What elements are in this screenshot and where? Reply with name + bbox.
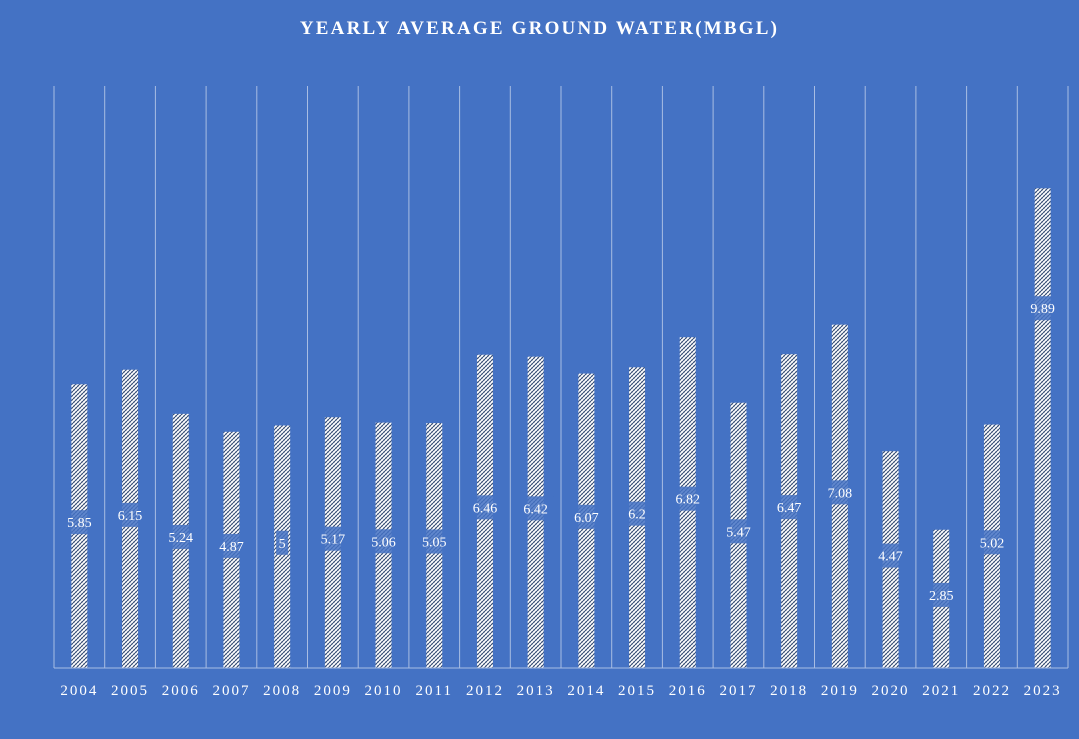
x-tick-label-2012: 2012 (466, 683, 504, 699)
data-label-2022: 5.02 (980, 536, 1005, 551)
data-label-2014: 6.07 (574, 511, 599, 526)
bar-2023 (1034, 188, 1051, 668)
data-label-box (112, 502, 149, 527)
data-label-2023: 9.89 (1030, 302, 1055, 317)
x-tick-label-2010: 2010 (365, 683, 403, 699)
data-label-2013: 6.42 (523, 502, 548, 517)
data-label-2006: 5.24 (169, 531, 194, 546)
data-label-box (720, 519, 757, 544)
x-tick-label-2006: 2006 (162, 683, 200, 699)
x-tick-label-2015: 2015 (618, 683, 656, 699)
x-tick-label-2023: 2023 (1024, 683, 1062, 699)
data-label-box (213, 533, 250, 558)
x-tick-label-2005: 2005 (111, 683, 149, 699)
x-tick-label-2022: 2022 (973, 683, 1011, 699)
x-tick-label-2011: 2011 (416, 683, 453, 699)
x-tick-label-2019: 2019 (821, 683, 859, 699)
x-tick-label-2014: 2014 (567, 683, 605, 699)
data-label-2016: 6.82 (676, 493, 701, 508)
data-label-box (314, 526, 351, 551)
x-tick-label-2008: 2008 (263, 683, 301, 699)
axis-layer: 2004 2005 2006 2007 2008 2009 2010 2011 2012 2013… (54, 667, 1068, 699)
data-label-box (162, 524, 199, 549)
data-label-2005: 6.15 (118, 509, 143, 524)
data-label-box (276, 530, 289, 555)
x-tick-label-2017: 2017 (719, 683, 757, 699)
data-label-2018: 6.47 (777, 501, 802, 516)
data-label-2004: 5.85 (67, 516, 92, 531)
data-label-2020: 4.47 (878, 550, 903, 565)
x-tick-label-2016: 2016 (669, 683, 707, 699)
x-tick-label-2020: 2020 (872, 683, 910, 699)
data-label-box (973, 530, 1010, 555)
data-label-2008: 5 (279, 537, 286, 552)
data-label-box (771, 495, 808, 520)
data-label-box (61, 510, 98, 535)
data-label-2011: 5.05 (422, 536, 447, 551)
data-label-box (568, 504, 605, 529)
data-label-box (623, 501, 652, 526)
data-label-box (923, 582, 960, 607)
data-label-layer: 5.85 6.15 5.24 4.87 5 5.17 5.06 5.05 6.46 6.42 6.0… (61, 296, 1061, 607)
x-tick-label-2009: 2009 (314, 683, 352, 699)
data-label-2015: 6.2 (628, 508, 646, 523)
data-label-2017: 5.47 (726, 525, 751, 540)
data-label-box (517, 496, 554, 521)
data-label-box (669, 486, 706, 511)
data-label-box (872, 543, 909, 568)
data-label-2012: 6.46 (473, 501, 498, 516)
data-label-2009: 5.17 (321, 533, 346, 548)
data-label-2019: 7.08 (828, 486, 853, 501)
data-label-box (416, 529, 453, 554)
data-label-box (1024, 296, 1061, 321)
x-tick-label-2004: 2004 (60, 683, 98, 699)
data-label-box (821, 480, 858, 505)
data-label-2021: 2.85 (929, 589, 954, 604)
data-label-2007: 4.87 (219, 540, 244, 555)
x-tick-label-2007: 2007 (212, 683, 250, 699)
chart-title: YEARLY AVERAGE GROUND WATER(MBGL) (299, 18, 780, 39)
data-label-box (466, 495, 503, 520)
x-tick-label-2018: 2018 (770, 683, 808, 699)
data-label-box (365, 529, 402, 554)
data-label-2010: 5.06 (371, 535, 396, 550)
grid-layer (53, 86, 1069, 668)
x-tick-label-2021: 2021 (922, 683, 960, 699)
x-tick-label-2013: 2013 (517, 683, 555, 699)
